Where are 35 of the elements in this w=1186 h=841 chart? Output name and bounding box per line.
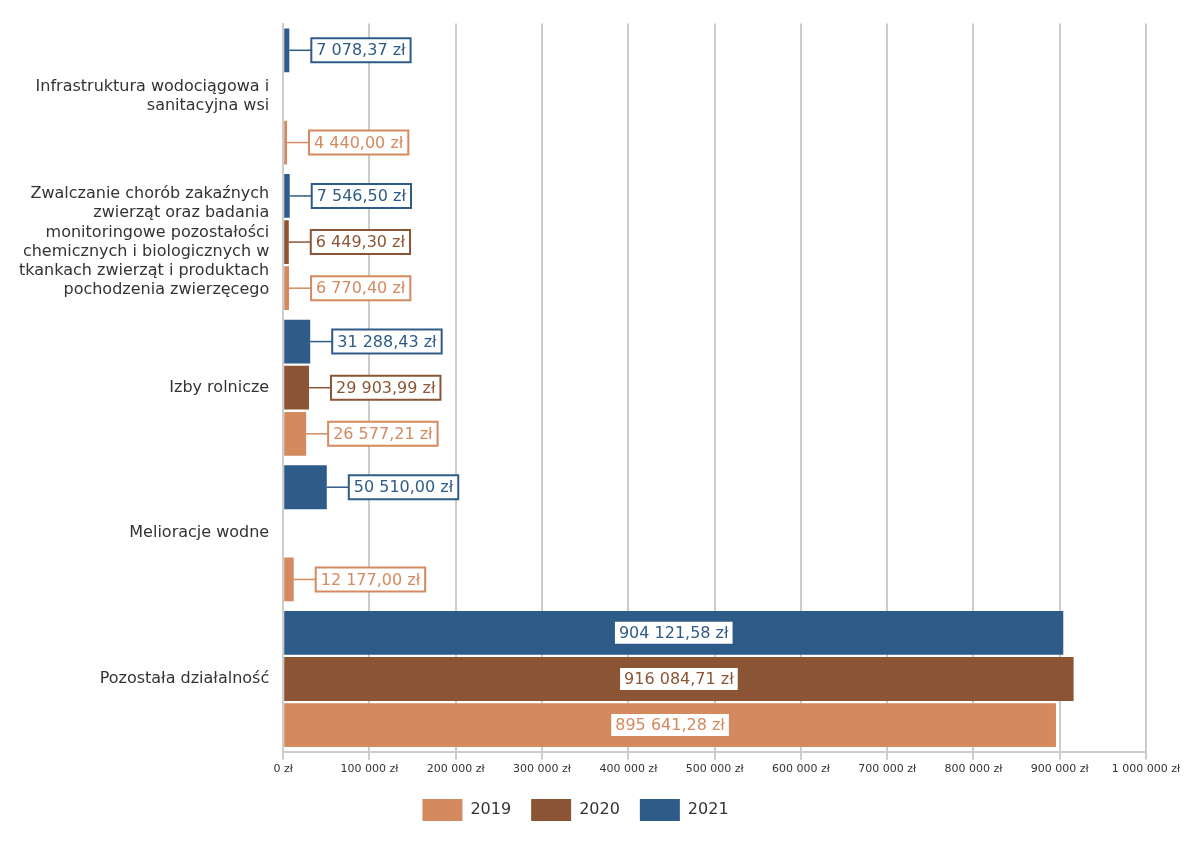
data-label: 31 288,43 zł: [337, 331, 438, 351]
data-label: 6 770,40 zł: [316, 278, 406, 298]
x-tick-label: 200 000 zł: [426, 762, 486, 776]
data-label: 916 084,71 zł: [624, 669, 735, 689]
data-label: 895 641,28 zł: [615, 715, 726, 735]
data-label: 6 449,30 zł: [315, 232, 406, 252]
x-tick-label: 500 000 zł: [685, 762, 745, 776]
data-label: 26 577,21 zł: [333, 423, 434, 443]
legend-label: 2021: [687, 799, 729, 819]
y-tick-label: Infrastruktura wodociągowa i sanitacyjna wsi: [35, 75, 270, 115]
x-tick-label: 400 000 zł: [599, 762, 659, 776]
x-tick-label: 300 000 zł: [513, 762, 572, 776]
x-tick-label: 700 000 zł: [858, 762, 917, 776]
legend-label: 2019: [470, 799, 512, 819]
data-label: 50 510,00 zł: [353, 477, 454, 497]
y-tick-label: Zwalczanie chorób zakaźnych zwierząt oraz badania monitoringowe pozostałości chemicznych i biologicznych w tkankach zwierząt i produktach pochodzenia zwierzęcego: [18, 183, 270, 299]
y-tick-label: Melioracje wodne: [129, 522, 270, 542]
data-label: 4 440,00 zł: [314, 132, 404, 152]
x-tick-label: 1 000 000 zł: [1111, 762, 1182, 776]
x-tick-label: 0 zł: [273, 762, 294, 776]
x-tick-label: 900 000 zł: [1030, 762, 1090, 776]
bar: [284, 610, 1064, 655]
x-tick-label: 100 000 zł: [340, 762, 400, 776]
data-label: 7 546,50 zł: [316, 186, 407, 206]
x-tick-label: 600 000 zł: [771, 762, 831, 776]
data-label: 12 177,00 zł: [320, 569, 421, 589]
bar: [284, 703, 1056, 748]
bar: [284, 657, 1074, 701]
data-label: 29 903,99 zł: [336, 377, 436, 397]
data-label: 7 078,37 zł: [316, 40, 407, 60]
x-tick-label: 800 000 zł: [944, 762, 1004, 776]
data-label: 904 121,58 zł: [618, 623, 730, 643]
legend-label: 2020: [579, 799, 620, 819]
y-tick-label: Izby rolnicze: [169, 376, 270, 396]
y-tick-label: Pozostała działalność: [99, 668, 270, 688]
